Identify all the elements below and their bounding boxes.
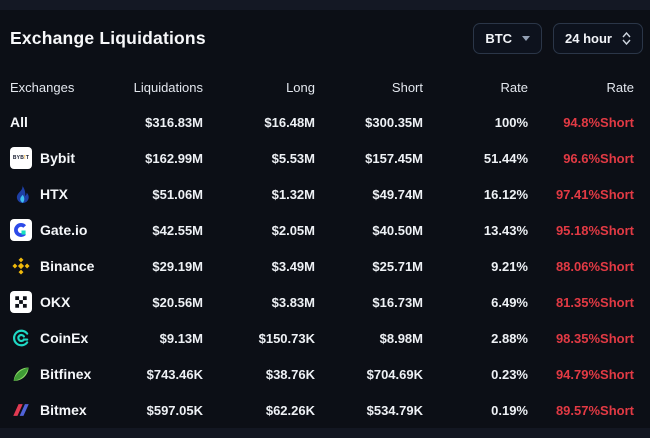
col-header-exchanges: Exchanges bbox=[10, 79, 75, 95]
up-down-spinner-icon bbox=[622, 31, 631, 45]
exchange-name: Binance bbox=[40, 258, 95, 274]
coin-select-value: BTC bbox=[485, 30, 513, 46]
liquidations-table: Exchanges Liquidations Long Short Rate R… bbox=[0, 70, 650, 428]
liquidations-value: $597.05K bbox=[146, 402, 203, 418]
rate-value: 0.19% bbox=[491, 402, 528, 418]
short-value: $25.71M bbox=[372, 258, 423, 274]
col-header-long: Long bbox=[286, 79, 315, 95]
short-value: $704.69K bbox=[366, 366, 423, 382]
chevron-down-icon bbox=[522, 36, 531, 41]
rate-value: 2.88% bbox=[491, 330, 528, 346]
col-header-rate: Rate bbox=[500, 79, 528, 95]
col-header-liquidations: Liquidations bbox=[133, 79, 203, 95]
exchange-name: Gate.io bbox=[40, 222, 88, 238]
col-header-short-rate: Rate bbox=[606, 79, 634, 95]
table-row[interactable]: HTX $51.06M $1.32M $49.74M 16.12% 97.41%… bbox=[0, 176, 650, 212]
short-rate-value: 81.35%Short bbox=[555, 294, 634, 310]
coinex-icon bbox=[10, 327, 32, 349]
table-row[interactable]: Bitmex $597.05K $62.26K $534.79K 0.19% 8… bbox=[0, 392, 650, 428]
short-rate-value: 97.41%Short bbox=[555, 186, 634, 202]
bitfinex-icon bbox=[10, 363, 32, 385]
okx-icon bbox=[10, 291, 32, 313]
rate-value: 6.49% bbox=[491, 294, 528, 310]
table-row[interactable]: OKX $20.56M $3.83M $16.73M 6.49% 81.35%S… bbox=[0, 284, 650, 320]
table-row[interactable]: Gate.io $42.55M $2.05M $40.50M 13.43% 95… bbox=[0, 212, 650, 248]
rate-value: 16.12% bbox=[483, 186, 528, 202]
htx-icon bbox=[10, 183, 32, 205]
timeframe-select[interactable]: 24 hour bbox=[553, 22, 643, 54]
long-value: $3.83M bbox=[271, 294, 315, 310]
short-value: $49.74M bbox=[372, 186, 423, 202]
exchange-name: HTX bbox=[40, 186, 68, 202]
bitmex-icon bbox=[10, 399, 32, 421]
rate-value: 0.23% bbox=[491, 366, 528, 382]
liquidations-value: $316.83M bbox=[145, 114, 203, 130]
table-header-row: Exchanges Liquidations Long Short Rate R… bbox=[0, 70, 650, 104]
panel-header: Exchange Liquidations BTC 24 hour bbox=[0, 10, 650, 66]
header-controls: BTC 24 hour bbox=[473, 22, 643, 54]
long-value: $5.53M bbox=[271, 150, 315, 166]
short-rate-value: 95.18%Short bbox=[555, 222, 634, 238]
exchange-name: Bitmex bbox=[40, 402, 87, 418]
exchange-name: Bitfinex bbox=[40, 366, 92, 382]
table-row[interactable]: All $316.83M $16.48M $300.35M 100% 94.8%… bbox=[0, 104, 650, 140]
coin-select[interactable]: BTC bbox=[473, 22, 543, 54]
long-value: $1.32M bbox=[271, 186, 315, 202]
top-edge-strip bbox=[0, 0, 650, 10]
short-rate-value: 88.06%Short bbox=[555, 258, 634, 274]
long-value: $150.73K bbox=[258, 330, 315, 346]
short-value: $8.98M bbox=[379, 330, 423, 346]
exchange-name: Bybit bbox=[40, 150, 75, 166]
table-row[interactable]: BYB!T Bybit $162.99M $5.53M $157.45M 51.… bbox=[0, 140, 650, 176]
bybit-icon: BYB!T bbox=[10, 147, 32, 169]
rate-value: 51.44% bbox=[483, 150, 528, 166]
rate-value: 13.43% bbox=[483, 222, 528, 238]
liquidations-value: $29.19M bbox=[152, 258, 203, 274]
table-row[interactable]: Binance $29.19M $3.49M $25.71M 9.21% 88.… bbox=[0, 248, 650, 284]
liquidations-value: $20.56M bbox=[152, 294, 203, 310]
short-value: $157.45M bbox=[365, 150, 423, 166]
short-value: $534.79K bbox=[366, 402, 423, 418]
exchange-name: All bbox=[10, 114, 28, 130]
liquidations-value: $162.99M bbox=[145, 150, 203, 166]
exchange-name: OKX bbox=[40, 294, 71, 310]
long-value: $3.49M bbox=[271, 258, 315, 274]
liquidations-value: $743.46K bbox=[146, 366, 203, 382]
page-title: Exchange Liquidations bbox=[10, 27, 206, 48]
long-value: $62.26K bbox=[265, 402, 315, 418]
short-rate-value: 94.79%Short bbox=[555, 366, 634, 382]
short-rate-value: 94.8%Short bbox=[563, 114, 634, 130]
liquidations-value: $51.06M bbox=[152, 186, 203, 202]
short-rate-value: 98.35%Short bbox=[555, 330, 634, 346]
bottom-edge-strip bbox=[0, 428, 650, 438]
timeframe-select-value: 24 hour bbox=[565, 30, 612, 46]
rate-value: 9.21% bbox=[491, 258, 528, 274]
long-value: $16.48M bbox=[264, 114, 315, 130]
short-rate-value: 96.6%Short bbox=[563, 150, 634, 166]
table-row[interactable]: CoinEx $9.13M $150.73K $8.98M 2.88% 98.3… bbox=[0, 320, 650, 356]
binance-icon bbox=[10, 255, 32, 277]
short-value: $40.50M bbox=[372, 222, 423, 238]
long-value: $38.76K bbox=[265, 366, 315, 382]
exchange-name: CoinEx bbox=[40, 330, 89, 346]
rate-value: 100% bbox=[494, 114, 528, 130]
short-value: $300.35M bbox=[365, 114, 423, 130]
table-row[interactable]: Bitfinex $743.46K $38.76K $704.69K 0.23%… bbox=[0, 356, 650, 392]
col-header-short: Short bbox=[391, 79, 423, 95]
liquidations-value: $9.13M bbox=[159, 330, 203, 346]
long-value: $2.05M bbox=[271, 222, 315, 238]
short-value: $16.73M bbox=[372, 294, 423, 310]
gateio-icon bbox=[10, 219, 32, 241]
short-rate-value: 89.57%Short bbox=[555, 402, 634, 418]
liquidations-value: $42.55M bbox=[152, 222, 203, 238]
